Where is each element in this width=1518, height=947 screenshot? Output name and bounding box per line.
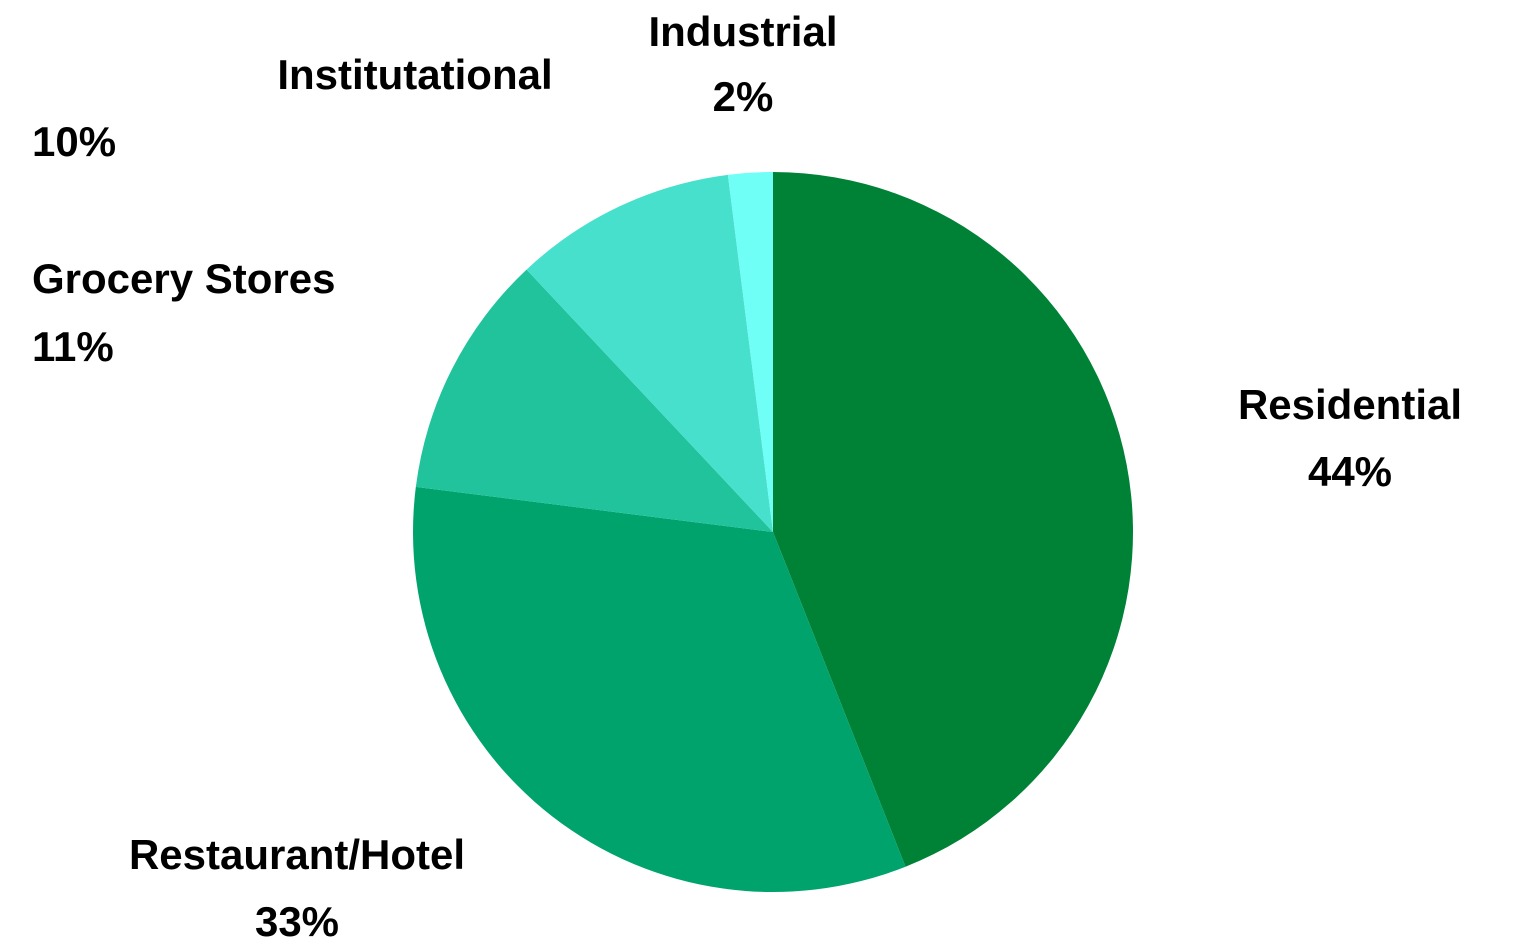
slice-label: Grocery Stores (32, 255, 335, 302)
slice-value-label: 11% (32, 323, 114, 370)
pie-slice (727, 172, 773, 532)
slice-value-label: 2% (713, 73, 774, 120)
slice-label: Restaurant/Hotel (129, 831, 465, 878)
slice-label: Institutational (277, 51, 552, 98)
pie-slice (773, 172, 1133, 867)
pie-slice (415, 269, 773, 532)
pie-slice (526, 174, 773, 532)
slice-label: Residential (1238, 381, 1462, 428)
slice-value-label: 44% (1308, 448, 1392, 495)
slice-value-label: 10% (32, 118, 116, 165)
pie-slice (413, 486, 906, 892)
slice-value-label: 33% (255, 898, 339, 945)
slice-label: Industrial (648, 8, 837, 55)
